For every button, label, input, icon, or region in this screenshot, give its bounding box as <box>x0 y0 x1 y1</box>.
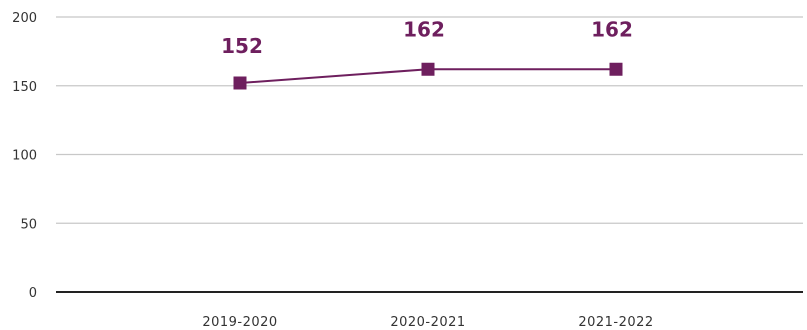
y-tick-label-100: 100 <box>12 149 37 164</box>
data-label: 152 <box>221 34 263 58</box>
grid-lines <box>56 16 803 293</box>
x-axis-category-labels: 2019-2020 2020-2021 2021-2022 <box>202 315 653 330</box>
data-point-marker <box>609 62 623 76</box>
data-label: 162 <box>591 17 633 41</box>
data-labels: 152 162 162 <box>221 17 633 58</box>
y-tick-label-0: 0 <box>29 286 37 301</box>
data-point-marker <box>233 76 247 90</box>
x-category-label: 2019-2020 <box>202 315 277 330</box>
data-point-marker <box>421 62 435 76</box>
y-tick-label-50: 50 <box>20 217 37 232</box>
x-category-label: 2020-2021 <box>390 315 465 330</box>
data-label: 162 <box>403 17 445 41</box>
y-axis-tick-labels: 0 50 100 150 200 <box>12 11 37 301</box>
x-category-label: 2021-2022 <box>578 315 653 330</box>
y-tick-label-150: 150 <box>12 80 37 95</box>
series <box>233 62 623 90</box>
y-tick-label-200: 200 <box>12 11 37 26</box>
